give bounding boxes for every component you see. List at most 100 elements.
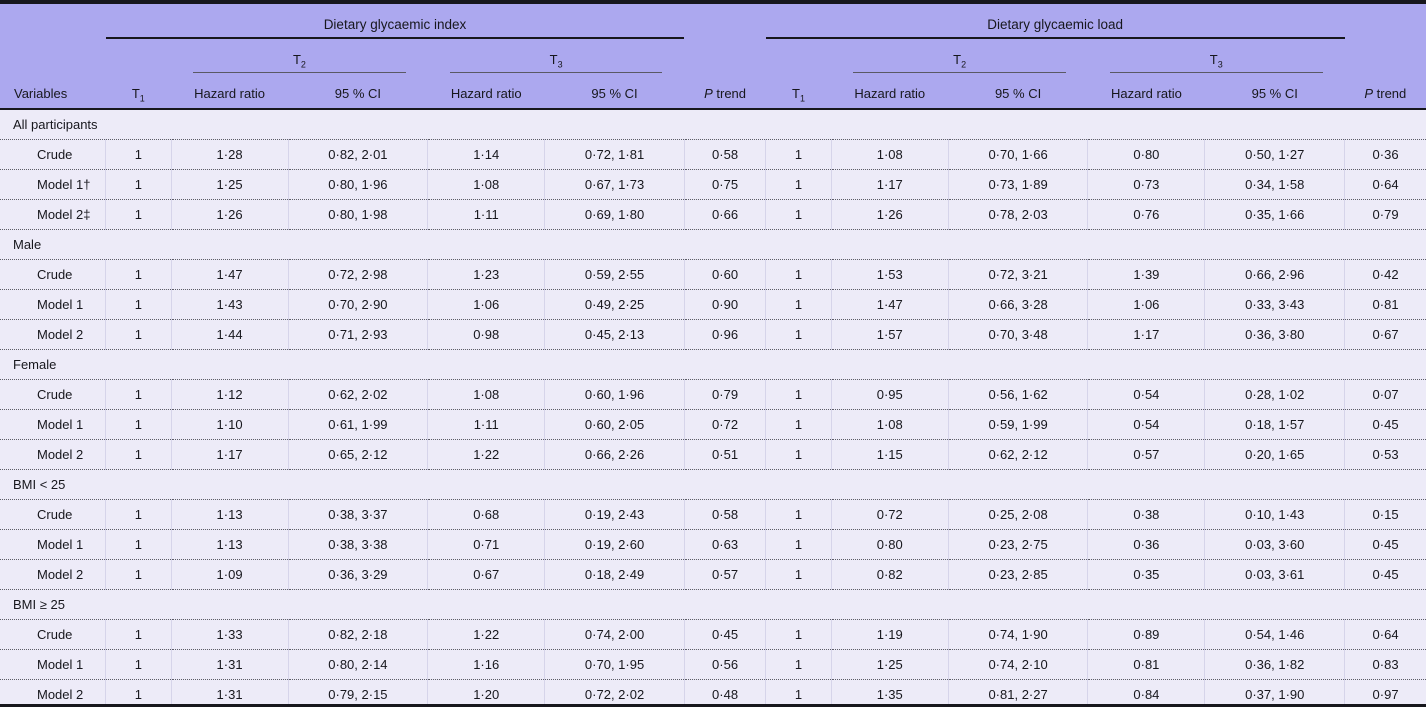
- cell-ci: 0·38, 3·37: [287, 499, 428, 529]
- cell-t1: 1: [105, 139, 172, 169]
- cell-t1: 1: [765, 679, 832, 704]
- cell-ci: 0·62, 2·02: [287, 379, 428, 409]
- row-model-label: Model 2: [0, 679, 106, 704]
- cell-hazard-ratio: 1·08: [830, 139, 949, 169]
- cell-hazard-ratio: 0·57: [1087, 439, 1205, 469]
- section-header-row: BMI ≥ 25: [0, 589, 1426, 619]
- cell-hazard-ratio: 1·26: [170, 199, 289, 229]
- cell-hazard-ratio: 0·95: [830, 379, 949, 409]
- cell-hazard-ratio: 1·53: [830, 259, 949, 289]
- spacer-cell: [684, 38, 766, 73]
- cell-p-trend: 0·51: [683, 439, 766, 469]
- spacer-cell: [0, 4, 106, 38]
- cell-ci: 0·82, 2·01: [287, 139, 428, 169]
- section-header-row: Female: [0, 349, 1426, 379]
- cell-t1: 1: [765, 379, 832, 409]
- col-header-t1-gl: T1: [765, 73, 832, 110]
- cell-t1: 1: [765, 409, 832, 439]
- cell-t1: 1: [105, 319, 172, 349]
- col-header-p-trend: P trend: [1344, 73, 1426, 110]
- table-row: Crude 1 1·13 0·38, 3·37 0·68 0·19, 2·43 0·58 1 0…: [0, 499, 1426, 529]
- cell-t1: 1: [765, 499, 832, 529]
- cell-p-trend: 0·64: [1344, 169, 1426, 199]
- cell-hazard-ratio: 0·71: [427, 529, 545, 559]
- cell-ci: 0·25, 2·08: [947, 499, 1088, 529]
- cell-p-trend: 0·48: [683, 679, 766, 704]
- col-header-t1-gi: T1: [105, 73, 172, 110]
- cell-p-trend: 0·60: [683, 259, 766, 289]
- cell-hazard-ratio: 1·26: [830, 199, 949, 229]
- cell-ci: 0·66, 2·96: [1204, 259, 1345, 289]
- cell-ci: 0·03, 3·60: [1204, 529, 1345, 559]
- cell-ci: 0·54, 1·46: [1204, 619, 1345, 649]
- tertile-label: T: [549, 52, 558, 67]
- cell-ci: 0·19, 2·43: [544, 499, 685, 529]
- cell-t1: 1: [765, 439, 832, 469]
- col-header-ci: 95 % CI: [948, 73, 1088, 110]
- cell-p-trend: 0·57: [683, 559, 766, 589]
- cell-hazard-ratio: 1·09: [170, 559, 289, 589]
- col-header-p-trend: P trend: [684, 73, 766, 110]
- cell-hazard-ratio: 1·47: [830, 289, 949, 319]
- cell-ci: 0·72, 1·81: [544, 139, 685, 169]
- cell-ci: 0·74, 2·10: [947, 649, 1088, 679]
- cell-hazard-ratio: 1·14: [427, 139, 545, 169]
- cell-ci: 0·36, 3·80: [1204, 319, 1345, 349]
- cell-hazard-ratio: 1·33: [170, 619, 289, 649]
- cell-ci: 0·23, 2·75: [947, 529, 1088, 559]
- cell-t1: 1: [105, 289, 172, 319]
- cell-hazard-ratio: 0·80: [830, 529, 949, 559]
- cell-ci: 0·72, 2·98: [287, 259, 428, 289]
- tertile2-header-gl: T2: [831, 38, 1088, 73]
- cell-t1: 1: [105, 619, 172, 649]
- cell-hazard-ratio: 1·25: [830, 649, 949, 679]
- cell-ci: 0·35, 1·66: [1204, 199, 1345, 229]
- cell-ci: 0·66, 3·28: [947, 289, 1088, 319]
- cell-ci: 0·50, 1·27: [1204, 139, 1345, 169]
- cell-ci: 0·03, 3·61: [1204, 559, 1345, 589]
- tertile3-header-gl: T3: [1087, 38, 1345, 73]
- table-row: Model 1 1 1·10 0·61, 1·99 1·11 0·60, 2·05 0·72…: [0, 409, 1426, 439]
- cell-ci: 0·59, 2·55: [544, 259, 685, 289]
- cell-t1: 1: [765, 169, 832, 199]
- cell-hazard-ratio: 0·73: [1087, 169, 1205, 199]
- cell-ci: 0·49, 2·25: [544, 289, 685, 319]
- section-label: BMI < 25: [0, 469, 1426, 499]
- cell-ci: 0·70, 3·48: [947, 319, 1088, 349]
- cell-t1: 1: [105, 559, 172, 589]
- cell-hazard-ratio: 1·13: [170, 529, 289, 559]
- table-row: Model 1† 1 1·25 0·80, 1·96 1·08 0·67, 1·73 0·7…: [0, 169, 1426, 199]
- tertile3-header-gi: T3: [427, 38, 685, 73]
- section-label: BMI ≥ 25: [0, 589, 1426, 619]
- cell-ci: 0·74, 2·00: [544, 619, 685, 649]
- cell-hazard-ratio: 1·17: [170, 439, 289, 469]
- spacer-cell: [1344, 4, 1426, 38]
- cell-hazard-ratio: 1·19: [830, 619, 949, 649]
- col-header-hazard-ratio: Hazard ratio: [427, 73, 545, 110]
- cell-hazard-ratio: 0·82: [830, 559, 949, 589]
- cell-t1: 1: [105, 649, 172, 679]
- group-title: Dietary glycaemic load: [987, 17, 1124, 32]
- cell-p-trend: 0·15: [1344, 499, 1426, 529]
- cell-hazard-ratio: 1·08: [427, 379, 545, 409]
- cell-ci: 0·80, 2·14: [287, 649, 428, 679]
- section-label: Female: [0, 349, 1426, 379]
- cell-ci: 0·65, 2·12: [287, 439, 428, 469]
- cell-ci: 0·36, 3·29: [287, 559, 428, 589]
- cell-hazard-ratio: 0·38: [1087, 499, 1205, 529]
- row-model-label: Crude: [0, 379, 106, 409]
- table-row: Model 2 1 1·44 0·71, 2·93 0·98 0·45, 2·13 0·96…: [0, 319, 1426, 349]
- cell-t1: 1: [105, 169, 172, 199]
- cell-hazard-ratio: 0·98: [427, 319, 545, 349]
- cell-ci: 0·72, 3·21: [947, 259, 1088, 289]
- cell-hazard-ratio: 1·25: [170, 169, 289, 199]
- cell-hazard-ratio: 1·22: [427, 619, 545, 649]
- cell-p-trend: 0·81: [1344, 289, 1426, 319]
- section-label: Male: [0, 229, 1426, 259]
- cell-ci: 0·20, 1·65: [1204, 439, 1345, 469]
- section-label: All participants: [0, 109, 1426, 139]
- cell-ci: 0·79, 2·15: [287, 679, 428, 704]
- cell-ci: 0·36, 1·82: [1204, 649, 1345, 679]
- row-model-label: Model 1: [0, 289, 106, 319]
- cell-p-trend: 0·97: [1344, 679, 1426, 704]
